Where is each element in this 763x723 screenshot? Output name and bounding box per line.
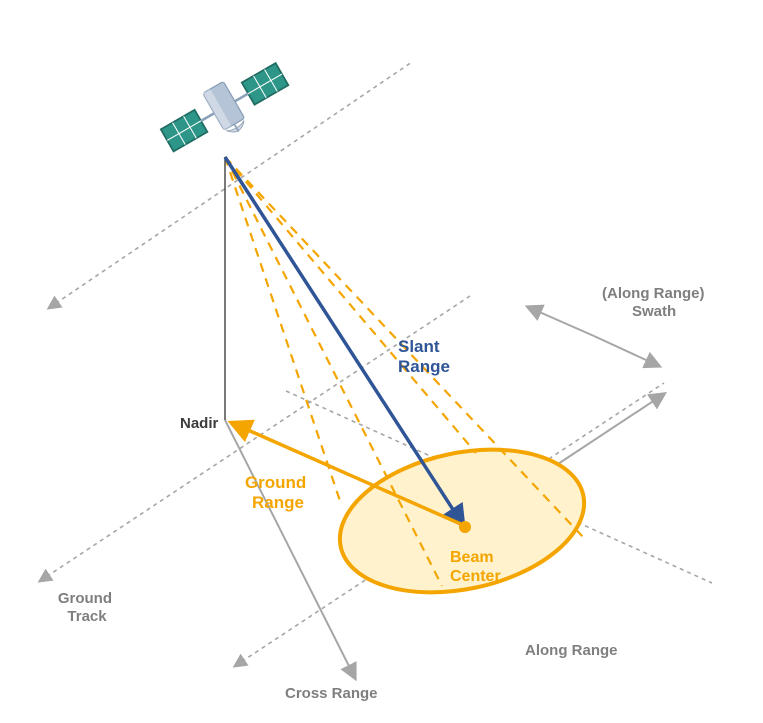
swath-arrow-left: [528, 307, 594, 336]
nadir-label: Nadir: [180, 415, 219, 432]
ground-range-label: Ground Range: [245, 473, 311, 512]
satellite-icon: [156, 54, 296, 164]
solar-panel-right: [242, 63, 289, 105]
cross-range-arrow: [225, 420, 355, 678]
ground-track-label: Ground Track: [58, 590, 116, 625]
solar-panel-left: [161, 110, 208, 152]
ground-plane: [40, 62, 712, 678]
beam-edge-1: [225, 157, 341, 504]
along-range-label: Along Range: [525, 642, 618, 659]
beam-edge-3: [225, 157, 476, 453]
swath-label: (Along Range) Swath: [602, 285, 709, 320]
beam-center-dot: [459, 521, 471, 533]
cross-range-label: Cross Range: [285, 685, 378, 702]
swath-arrow-right: [594, 336, 659, 366]
slant-range-label: Slant Range: [398, 337, 450, 376]
